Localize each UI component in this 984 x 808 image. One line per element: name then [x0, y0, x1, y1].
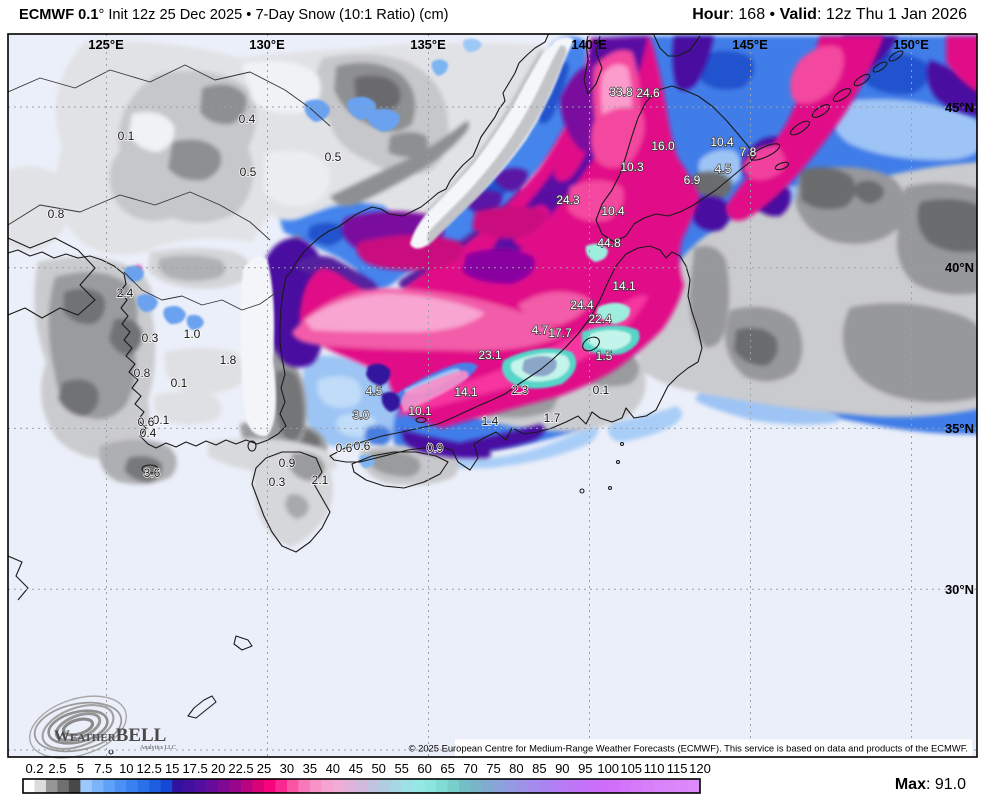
svg-text:0.6: 0.6	[354, 439, 371, 453]
svg-text:10.3: 10.3	[620, 160, 644, 174]
svg-text:4.5: 4.5	[366, 384, 383, 398]
svg-text:0.6: 0.6	[138, 415, 155, 429]
svg-text:30°N: 30°N	[945, 582, 974, 597]
svg-text:7.8: 7.8	[740, 145, 757, 159]
svg-text:3.0: 3.0	[353, 408, 370, 422]
svg-text:40: 40	[326, 761, 340, 776]
svg-text:0.9: 0.9	[279, 456, 296, 470]
svg-text:45°N: 45°N	[945, 100, 974, 115]
svg-text:145°E: 145°E	[732, 37, 768, 52]
svg-text:Analytics LLC: Analytics LLC	[140, 745, 176, 751]
svg-text:12.5: 12.5	[137, 761, 162, 776]
svg-text:0.6: 0.6	[336, 441, 353, 455]
svg-text:14.1: 14.1	[612, 279, 636, 293]
svg-text:90: 90	[555, 761, 569, 776]
svg-text:85: 85	[532, 761, 546, 776]
svg-text:2.3: 2.3	[512, 383, 529, 397]
svg-text:10: 10	[119, 761, 133, 776]
svg-text:80: 80	[509, 761, 523, 776]
svg-text:0.5: 0.5	[240, 165, 257, 179]
svg-text:0.1: 0.1	[171, 376, 188, 390]
svg-text:0.3: 0.3	[142, 331, 159, 345]
svg-text:1.5: 1.5	[596, 349, 613, 363]
svg-text:24.6: 24.6	[636, 86, 660, 100]
svg-text:140°E: 140°E	[571, 37, 607, 52]
svg-text:1.0: 1.0	[184, 327, 201, 341]
svg-text:55: 55	[394, 761, 408, 776]
svg-text:50: 50	[371, 761, 385, 776]
svg-text:65: 65	[440, 761, 454, 776]
svg-text:0.3: 0.3	[269, 475, 286, 489]
svg-text:5: 5	[77, 761, 84, 776]
svg-text:150°E: 150°E	[893, 37, 929, 52]
svg-text:0.8: 0.8	[48, 207, 65, 221]
svg-text:6.9: 6.9	[684, 173, 701, 187]
svg-text:15: 15	[165, 761, 179, 776]
svg-text:20: 20	[211, 761, 225, 776]
svg-text:3.6: 3.6	[144, 466, 161, 480]
svg-text:7.5: 7.5	[94, 761, 112, 776]
svg-text:Max: 91.0: Max: 91.0	[895, 776, 966, 793]
svg-text:23.1: 23.1	[478, 348, 502, 362]
svg-text:16.0: 16.0	[651, 139, 675, 153]
svg-text:0.1: 0.1	[153, 413, 170, 427]
svg-text:2.4: 2.4	[117, 286, 134, 300]
svg-text:22.4: 22.4	[588, 312, 612, 326]
svg-text:4.7: 4.7	[532, 323, 549, 337]
svg-text:10.1: 10.1	[408, 404, 432, 418]
svg-text:24.4: 24.4	[570, 298, 594, 312]
svg-text:44.8: 44.8	[597, 236, 621, 250]
svg-text:0.2: 0.2	[25, 761, 43, 776]
svg-text:10.4: 10.4	[710, 135, 734, 149]
svg-text:60: 60	[417, 761, 431, 776]
svg-text:© 2025 European Centre for Med: © 2025 European Centre for Medium-Range …	[409, 743, 968, 754]
svg-text:0.4: 0.4	[140, 426, 157, 440]
svg-text:2.1: 2.1	[312, 473, 329, 487]
svg-text:0.5: 0.5	[325, 150, 342, 164]
svg-text:33.8: 33.8	[609, 85, 633, 99]
svg-text:35: 35	[303, 761, 317, 776]
svg-text:1.4: 1.4	[482, 414, 499, 428]
svg-text:14.1: 14.1	[454, 385, 478, 399]
svg-text:70: 70	[463, 761, 477, 776]
svg-text:0.9: 0.9	[427, 441, 444, 455]
svg-text:0.8: 0.8	[134, 366, 151, 380]
svg-text:0.1: 0.1	[118, 129, 135, 143]
svg-text:0.1: 0.1	[593, 383, 610, 397]
svg-text:115: 115	[667, 761, 688, 776]
svg-text:125°E: 125°E	[88, 37, 124, 52]
svg-text:0.4: 0.4	[239, 112, 256, 126]
svg-text:40°N: 40°N	[945, 260, 974, 275]
svg-text:110: 110	[644, 761, 665, 776]
svg-text:75: 75	[486, 761, 500, 776]
svg-text:24.3: 24.3	[556, 193, 580, 207]
svg-text:130°E: 130°E	[249, 37, 285, 52]
svg-text:1.8: 1.8	[220, 353, 237, 367]
svg-text:135°E: 135°E	[410, 37, 446, 52]
svg-text:95: 95	[578, 761, 592, 776]
svg-text:120: 120	[689, 761, 711, 776]
svg-text:25: 25	[257, 761, 271, 776]
svg-text:45: 45	[349, 761, 363, 776]
svg-text:30: 30	[280, 761, 294, 776]
svg-text:2.5: 2.5	[48, 761, 66, 776]
svg-text:100: 100	[597, 761, 619, 776]
svg-text:1.7: 1.7	[544, 411, 561, 425]
svg-text:10.4: 10.4	[601, 204, 625, 218]
svg-text:105: 105	[620, 761, 642, 776]
svg-text:35°N: 35°N	[945, 421, 974, 436]
svg-text:17.7: 17.7	[548, 326, 572, 340]
svg-text:22.5: 22.5	[228, 761, 253, 776]
svg-text:4.5: 4.5	[715, 162, 732, 176]
svg-text:17.5: 17.5	[182, 761, 207, 776]
